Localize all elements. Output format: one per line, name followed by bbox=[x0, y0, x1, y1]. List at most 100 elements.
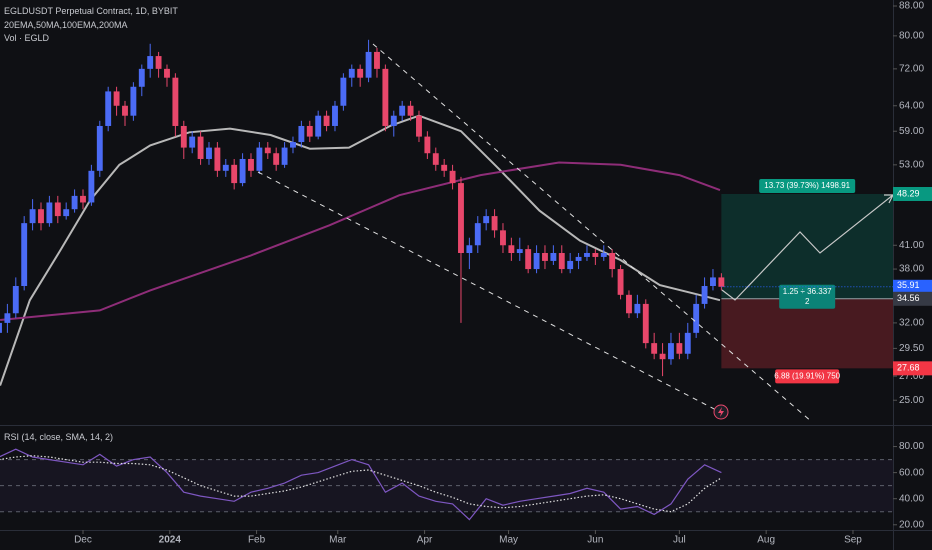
loss-label: 6.88 (19.91%) 750 bbox=[774, 371, 840, 380]
time-tick-label: Aug bbox=[757, 535, 775, 546]
candle-body bbox=[189, 136, 196, 148]
loss-zone bbox=[721, 298, 893, 369]
center-label: 1.25 ÷ 36.337 bbox=[783, 287, 832, 296]
candle-body bbox=[155, 56, 162, 69]
candle-body bbox=[516, 249, 523, 253]
candle-body bbox=[575, 256, 582, 261]
time-tick-label: Mar bbox=[329, 535, 347, 546]
candle-body bbox=[365, 51, 372, 78]
price-tick-label: 53.00 bbox=[899, 159, 924, 170]
price-tick-label: 27.00 bbox=[899, 371, 924, 382]
candle-body bbox=[382, 68, 389, 126]
candle-body bbox=[264, 147, 271, 154]
candle-body bbox=[626, 294, 632, 314]
candle-body bbox=[500, 230, 506, 246]
price-tick-label: 41.00 bbox=[899, 240, 924, 251]
profit-label-bg bbox=[759, 178, 856, 193]
candle-body bbox=[558, 252, 565, 270]
candle-body bbox=[600, 252, 607, 257]
candle-body bbox=[642, 303, 649, 344]
rsi-tick-label: 40.00 bbox=[899, 493, 924, 504]
time-tick-label: Jul bbox=[673, 535, 686, 546]
candle-body bbox=[38, 209, 44, 224]
candle-body bbox=[172, 77, 179, 126]
profit-zone bbox=[721, 193, 893, 299]
candle-body bbox=[315, 115, 322, 137]
candle-body bbox=[323, 115, 330, 126]
candle-body bbox=[407, 105, 414, 116]
candle-body bbox=[63, 209, 70, 217]
candle-body bbox=[684, 332, 691, 354]
candle-body bbox=[231, 164, 238, 184]
candle-body bbox=[348, 68, 355, 78]
target-price-tag-bg bbox=[893, 186, 932, 201]
stop-price-tag-bg bbox=[893, 361, 932, 376]
candle-body bbox=[12, 286, 19, 314]
candle-body bbox=[701, 286, 708, 304]
candle-body bbox=[584, 252, 590, 257]
candle-body bbox=[592, 252, 599, 257]
candle-body bbox=[710, 277, 716, 287]
moving-average bbox=[0, 114, 721, 386]
time-tick-label: 2024 bbox=[159, 535, 182, 546]
last-price-tag: 35.91 bbox=[897, 280, 920, 290]
time-tick-label: Feb bbox=[248, 535, 266, 546]
projection-path bbox=[721, 194, 894, 301]
price-tick-label: 25.00 bbox=[899, 395, 924, 406]
candle-body bbox=[567, 260, 574, 270]
entry-price-tag-bg bbox=[893, 291, 932, 306]
rsi-line bbox=[0, 448, 722, 521]
time-tick-label: Sep bbox=[844, 535, 862, 546]
candle-body bbox=[256, 147, 263, 171]
price-tick-label: 59.00 bbox=[899, 126, 924, 137]
candle-body bbox=[676, 343, 683, 354]
candle-body bbox=[130, 86, 137, 116]
price-tick-label: 29.50 bbox=[899, 343, 924, 354]
candle-body bbox=[374, 51, 380, 69]
candle-body bbox=[542, 252, 548, 261]
loss-label-bg bbox=[775, 369, 840, 384]
candle-body bbox=[332, 105, 338, 126]
candle-body bbox=[273, 153, 280, 165]
candle-body bbox=[533, 252, 540, 270]
candle-body bbox=[491, 216, 498, 231]
candle-body bbox=[668, 343, 674, 360]
candle-body bbox=[525, 249, 532, 270]
candle-body bbox=[659, 353, 666, 360]
time-tick-label: Jun bbox=[587, 535, 603, 546]
candle-body bbox=[222, 164, 229, 171]
candle-body bbox=[88, 170, 95, 203]
candle-body bbox=[29, 209, 36, 224]
rsi-legend: RSI (14, close, SMA, 14, 2) bbox=[4, 432, 113, 442]
candle-body bbox=[474, 223, 481, 246]
candle-body bbox=[105, 91, 112, 126]
candle-body bbox=[54, 202, 61, 217]
candle-body bbox=[4, 313, 11, 323]
price-tick-label: 80.00 bbox=[899, 30, 924, 41]
time-tick-label: Apr bbox=[417, 535, 433, 546]
channel-line bbox=[257, 171, 721, 413]
candle-body bbox=[180, 125, 187, 148]
candle-body bbox=[239, 158, 246, 184]
candle-body bbox=[634, 303, 641, 314]
candle-body bbox=[458, 183, 464, 253]
stop-price-tag: 27.68 bbox=[897, 363, 920, 373]
candle-body bbox=[399, 105, 406, 116]
candle-body bbox=[46, 202, 53, 224]
profit-label: 13.73 (39.73%) 1498.91 bbox=[764, 181, 850, 190]
candle-body bbox=[693, 303, 700, 333]
candle-body bbox=[298, 125, 305, 143]
candle-body bbox=[206, 147, 212, 159]
candle-body bbox=[248, 158, 254, 171]
candle-body bbox=[214, 147, 221, 171]
center-sublabel: 2 bbox=[805, 297, 810, 306]
candle-body bbox=[306, 125, 313, 137]
candle-body bbox=[390, 115, 397, 126]
price-tick-label: 88.00 bbox=[899, 1, 924, 12]
candle-body bbox=[609, 252, 616, 270]
rsi-tick-label: 60.00 bbox=[899, 467, 924, 478]
indicator-legend: 20EMA,50MA,100EMA,200MA bbox=[4, 20, 128, 30]
candle-body bbox=[281, 147, 288, 165]
candle-body bbox=[441, 164, 448, 171]
